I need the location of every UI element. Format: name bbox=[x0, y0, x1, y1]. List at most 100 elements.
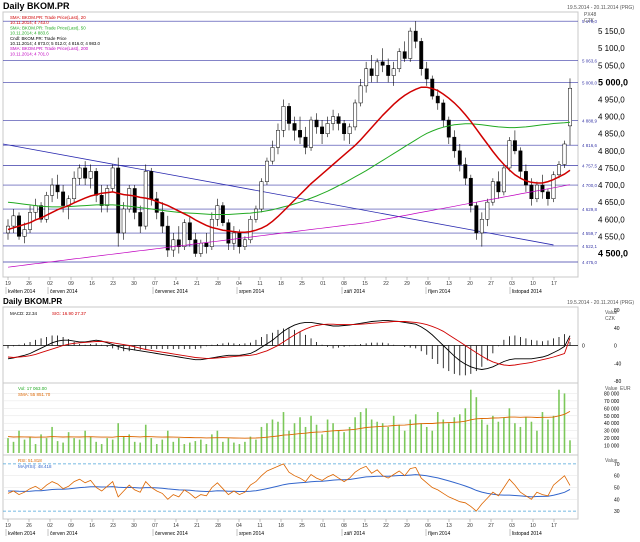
volume-y-tick-5: 30 000 bbox=[604, 429, 620, 435]
main-x-tick-label-24: 03 bbox=[509, 281, 515, 287]
bottom-x-month-label-3: srpen 2014 bbox=[239, 531, 264, 537]
candle bbox=[72, 177, 77, 199]
candle bbox=[110, 167, 115, 189]
main-x-tick-label-21: 13 bbox=[446, 281, 452, 287]
bottom-x-tick-label-4: 16 bbox=[89, 523, 95, 529]
volume-bar bbox=[459, 414, 461, 453]
candle bbox=[501, 167, 506, 193]
candle bbox=[28, 212, 32, 230]
candles bbox=[6, 21, 572, 257]
main-x-tick-label-3: 09 bbox=[68, 281, 74, 287]
candle bbox=[281, 106, 286, 131]
volume-bar bbox=[266, 423, 268, 453]
candle bbox=[551, 174, 556, 199]
volume-bar bbox=[348, 426, 351, 453]
candle bbox=[479, 219, 484, 234]
volume-bar bbox=[73, 438, 75, 453]
candle bbox=[154, 198, 159, 213]
volume-bar bbox=[12, 441, 15, 453]
bottom-x-tick-label-16: 08 bbox=[341, 523, 347, 529]
main-y-tick-11: 4 600,0 bbox=[598, 215, 625, 224]
volume-bar bbox=[40, 434, 42, 453]
bottom-x-tick-label-24: 03 bbox=[509, 523, 515, 529]
volume-bar bbox=[216, 430, 219, 453]
main-legend: SMA: BKOM.PR: Trade Price(Last), 2010.11… bbox=[10, 15, 101, 56]
volume-bar bbox=[89, 436, 92, 453]
candle bbox=[127, 188, 132, 210]
main-legend-entry-7: 10.11.2014; 4 701.0 bbox=[10, 51, 49, 56]
candle bbox=[468, 177, 473, 206]
volume-bar bbox=[56, 441, 59, 453]
volume-sma-line bbox=[7, 411, 571, 439]
main-x-tick-label-4: 16 bbox=[89, 281, 95, 287]
main-x-tick-label-6: 30 bbox=[131, 281, 137, 287]
main-x-tick-label-14: 25 bbox=[299, 281, 305, 287]
candle bbox=[397, 51, 402, 69]
bottom-x-month-label-4: září 2014 bbox=[344, 531, 365, 537]
candle bbox=[446, 119, 451, 138]
macd-panel-date-range: 19.5.2014 - 20.11.2014 (PRG) bbox=[567, 300, 634, 306]
volume-bar bbox=[293, 423, 296, 453]
candle bbox=[61, 191, 66, 206]
volume-bar bbox=[365, 408, 367, 453]
candle bbox=[534, 184, 539, 199]
volume-bar bbox=[370, 419, 373, 453]
main-panel-currency: CZK bbox=[584, 18, 595, 24]
main-panel: Daily BKOM.PR 19.5.2014 - 20.11.2014 (PR… bbox=[2, 1, 634, 295]
candle bbox=[204, 242, 209, 247]
candle bbox=[463, 164, 468, 179]
volume-bar bbox=[541, 412, 544, 453]
candle bbox=[198, 242, 203, 254]
candle bbox=[518, 150, 523, 172]
bottom-x-tick-label-3: 09 bbox=[68, 523, 74, 529]
level-label-4: 4 816,6 bbox=[582, 143, 598, 148]
candle bbox=[193, 239, 198, 254]
main-x-tick-label-12: 11 bbox=[257, 281, 262, 287]
candle bbox=[149, 171, 154, 199]
bottom-x-tick-label-2: 02 bbox=[47, 523, 53, 529]
main-x-tick-label-19: 29 bbox=[404, 281, 410, 287]
volume-bar bbox=[525, 417, 527, 453]
volume-bar bbox=[45, 438, 48, 453]
sma20-line bbox=[7, 86, 571, 234]
volume-bar bbox=[503, 417, 505, 453]
main-x-tick-label-8: 14 bbox=[173, 281, 179, 287]
volume-bar bbox=[332, 423, 334, 453]
level-label-2: 5 000,0 bbox=[582, 80, 598, 85]
bottom-x-tick-label-1: 26 bbox=[26, 523, 32, 529]
main-panel-frame bbox=[2, 11, 579, 278]
bottom-x-tick-label-15: 01 bbox=[320, 523, 326, 529]
bottom-x-tick-label-23: 27 bbox=[488, 523, 494, 529]
level-label-5: 4 757,5 bbox=[582, 163, 598, 168]
candle bbox=[342, 123, 347, 134]
volume-y-tick-7: 10 000 bbox=[604, 444, 620, 450]
volume-bar bbox=[34, 444, 37, 453]
candle bbox=[413, 30, 418, 42]
volume-bar bbox=[354, 417, 356, 453]
main-x-axis: 19 26 02 09 16 23 30 07 14 21 28 04 11 18 25 01 08 15 22 29… bbox=[5, 277, 557, 295]
candle bbox=[325, 123, 330, 134]
level-label-3: 4 888,9 bbox=[582, 118, 598, 123]
macd-panel-frame bbox=[2, 306, 579, 384]
candle bbox=[209, 219, 214, 247]
macd-legend-entry-1: SIG: 16.90 27.37 bbox=[52, 311, 87, 316]
volume-bar bbox=[117, 423, 119, 453]
macd-histogram bbox=[7, 328, 571, 376]
volume-bar bbox=[558, 389, 560, 453]
volume-bar bbox=[310, 415, 312, 453]
volume-bar bbox=[288, 430, 290, 453]
level-label-6: 4 700,0 bbox=[582, 183, 598, 188]
main-x-month-label-0: květen 2014 bbox=[8, 289, 35, 295]
volume-bar bbox=[563, 393, 566, 453]
volume-bar bbox=[78, 439, 81, 453]
bottom-x-tick-label-11: 04 bbox=[236, 523, 242, 529]
bottom-x-tick-label-9: 21 bbox=[194, 523, 200, 529]
candle bbox=[292, 123, 297, 131]
volume-bar bbox=[492, 415, 494, 453]
candle bbox=[452, 136, 457, 152]
candle bbox=[226, 222, 231, 244]
volume-bar bbox=[414, 414, 417, 453]
volume-bar bbox=[260, 426, 263, 453]
